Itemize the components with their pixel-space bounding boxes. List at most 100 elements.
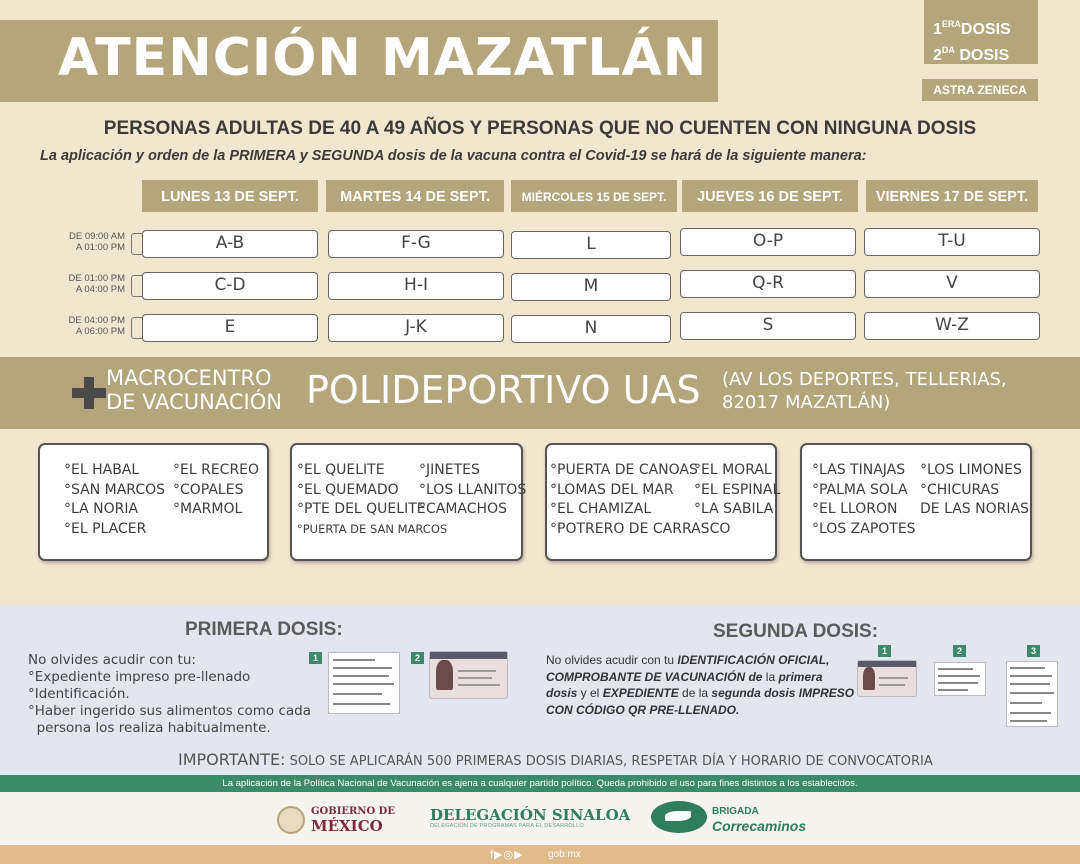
brigada-correcaminos-logo: BRIGADA Correcaminos	[712, 805, 806, 833]
requirement-line: No olvides acudir con tu:	[28, 652, 196, 668]
letter-cell: S	[680, 312, 856, 340]
dose-1-word: DOSIS	[960, 21, 1011, 38]
locality-item: °PALMA SOLA	[812, 481, 908, 498]
instructions-note: La aplicación y orden de la PRIMERA y SE…	[40, 148, 867, 164]
locality-item: °PTE DEL QUELITE	[297, 501, 426, 517]
requirement-text: y el	[577, 686, 603, 700]
document-thumbnail	[328, 652, 400, 714]
social-media-icons[interactable]: f▶◎▶	[490, 849, 524, 861]
locality-item: °EL QUEMADO	[297, 481, 399, 498]
letter-cell: H-I	[328, 272, 504, 300]
day-header: MIÉRCOLES 15 DE SEPT.	[511, 180, 677, 212]
requirement-line: °Identificación.	[28, 686, 130, 702]
vaccine-badge: ASTRA ZENECA	[922, 79, 1038, 101]
logo-bar	[0, 792, 1080, 845]
locality-item: °EL PLACER	[64, 520, 147, 537]
day-header: VIERNES 17 DE SEPT.	[866, 180, 1038, 212]
locality-item: °POTRERO DE CARRASCO	[550, 520, 731, 537]
day-header: MARTES 14 DE SEPT.	[326, 180, 504, 212]
locality-item: °LOMAS DEL MAR	[550, 481, 674, 498]
requirement-line: °Haber ingerido sus alimentos como cada	[28, 703, 311, 719]
locality-item: °EL LLORON	[812, 501, 898, 517]
first-dose-title: PRIMERA DOSIS:	[185, 619, 343, 640]
locality-box: °LAS TINAJAS °PALMA SOLA °EL LLORON °LOS…	[800, 443, 1032, 561]
locality-column: °LAS TINAJAS °PALMA SOLA °EL LLORON °LOS…	[812, 461, 916, 539]
requirement-text: de la	[678, 686, 712, 700]
logo-text: GOBIERNO DE	[311, 806, 395, 817]
requirement-line: persona los realiza habitualmente.	[28, 720, 271, 736]
step-number-tag: 2	[411, 652, 424, 664]
locality-column: °EL MORAL °EL ESPINAL °LA SABILA	[694, 461, 780, 520]
letter-cell: A-B	[142, 230, 318, 258]
dose-2-word: DOSIS	[959, 47, 1010, 64]
important-notice: IMPORTANTE: SOLO SE APLICARÁN 500 PRIMER…	[178, 750, 933, 769]
locality-item: °LOS LIMONES	[920, 462, 1022, 478]
slot-bracket	[131, 275, 147, 297]
dose-1-suffix: ERA	[941, 19, 961, 29]
slot-bracket	[131, 317, 147, 339]
slot-start: DE 01:00 PM	[68, 273, 126, 284]
locality-item: °EL RECREO	[173, 462, 260, 478]
dose-2-suffix: DA	[941, 45, 955, 55]
plus-icon-bar	[72, 388, 106, 398]
venue-type-line: DE VACUNACIÓN	[106, 390, 282, 414]
gobierno-mexico-logo: GOBIERNO DE MÉXICO	[311, 804, 395, 834]
venue-band	[0, 357, 1080, 429]
letter-cell: T-U	[864, 228, 1040, 256]
delegacion-subtitle: DELEGACIÓN DE PROGRAMAS PARA EL DESARROL…	[430, 823, 584, 829]
locality-item: °SAN MARCOS	[64, 481, 166, 498]
step-number-tag: 2	[953, 645, 966, 657]
locality-box: °EL QUELITE °EL QUEMADO °PTE DEL QUELITE…	[290, 443, 526, 561]
locality-column: °PUERTA DE CANOAS °LOMAS DEL MAR °EL CHA…	[550, 461, 730, 539]
locality-item: °LA SABILA	[694, 501, 774, 517]
venue-name: POLIDEPORTIVO UAS	[306, 368, 701, 412]
first-dose-requirements: No olvides acudir con tu: °Expediente im…	[28, 652, 311, 737]
letter-cell: F-G	[328, 230, 504, 258]
locality-column: °JINETES °LOS LLANITOS °CAMACHOS	[419, 461, 526, 520]
slot-end: A 04:00 PM	[75, 284, 125, 295]
locality-item: °PUERTA DE CANOAS	[550, 462, 698, 478]
second-dose-title: SEGUNDA DOSIS:	[713, 621, 879, 642]
day-header: LUNES 13 DE SEPT.	[142, 180, 318, 212]
locality-item: °EL HABAL	[64, 462, 140, 478]
step-number-tag: 3	[1027, 645, 1040, 657]
locality-item: DE LAS NORIAS	[920, 501, 1029, 517]
logo-text: Correcaminos	[712, 818, 807, 834]
venue-type: MACROCENTRO DE VACUNACIÓN	[106, 366, 282, 414]
locality-item: °EL ESPINAL	[694, 481, 781, 498]
requirement-emphasis: EXPEDIENTE	[602, 686, 679, 700]
important-label: IMPORTANTE:	[178, 750, 286, 769]
letter-cell: E	[142, 314, 318, 342]
requirement-line: °Expediente impreso pre-llenado	[28, 669, 251, 685]
letter-cell: J-K	[328, 314, 504, 342]
requirement-emphasis: segunda dosis IMPRESO CON CÓDIGO QR PRE-…	[546, 686, 855, 717]
locality-box: °PUERTA DE CANOAS °LOMAS DEL MAR °EL CHA…	[545, 443, 780, 561]
id-card-thumbnail	[857, 660, 917, 697]
letter-cell: W-Z	[864, 312, 1040, 340]
roadrunner-icon	[651, 801, 707, 833]
locality-item: °EL QUELITE	[297, 462, 385, 478]
locality-item: °PUERTA DE SAN MARCOS	[297, 521, 448, 536]
step-number-tag: 1	[309, 652, 322, 664]
locality-item: °EL CHAMIZAL	[550, 501, 652, 517]
footer-bar	[0, 845, 1080, 864]
locality-item: °MARMOL	[173, 501, 243, 517]
slot-start: DE 09:00 AM	[69, 231, 125, 242]
document-thumbnail	[934, 662, 986, 696]
audience-heading: PERSONAS ADULTAS DE 40 A 49 AÑOS Y PERSO…	[103, 118, 977, 139]
locality-item: °LA NORIA	[64, 501, 139, 517]
second-dose-requirements: No olvides acudir con tu IDENTIFICACIÓN …	[546, 652, 856, 718]
dose-2-number: 2	[933, 47, 942, 64]
requirement-text: la	[762, 669, 779, 684]
dose-badge: 1ERADOSIS 2DA DOSIS	[924, 0, 1038, 64]
letter-cell: C-D	[142, 272, 318, 300]
legal-disclaimer: La aplicación de la Política Nacional de…	[0, 775, 1080, 792]
requirement-emphasis: primera dosis	[546, 669, 823, 701]
requirement-text: No olvides acudir con tu	[546, 653, 678, 667]
locality-item: °LAS TINAJAS	[812, 462, 906, 478]
letter-cell: O-P	[680, 228, 856, 256]
address-line: (AV LOS DEPORTES, TELLERIAS,	[722, 369, 1007, 390]
website-link[interactable]: gob.mx	[548, 849, 581, 860]
logo-text: BRIGADA	[712, 806, 759, 817]
dose-1-number: 1	[933, 21, 942, 38]
